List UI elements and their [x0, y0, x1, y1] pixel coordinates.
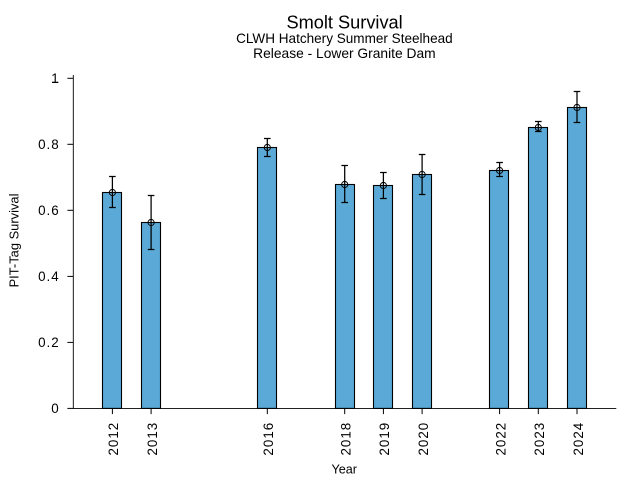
svg-text:2016: 2016	[261, 422, 276, 456]
svg-text:2012: 2012	[106, 422, 121, 456]
svg-text:2023: 2023	[532, 422, 547, 456]
svg-text:1: 1	[51, 71, 59, 86]
svg-text:2022: 2022	[493, 422, 508, 456]
svg-text:2018: 2018	[339, 422, 354, 456]
svg-text:0.2: 0.2	[38, 335, 60, 350]
svg-text:0.6: 0.6	[38, 203, 60, 218]
svg-text:2019: 2019	[377, 422, 392, 456]
svg-text:0.4: 0.4	[38, 269, 60, 284]
svg-text:PIT-Tag Survival: PIT-Tag Survival	[6, 194, 21, 288]
svg-text:Release - Lower Granite Dam: Release - Lower Granite Dam	[253, 46, 436, 61]
svg-text:2013: 2013	[145, 422, 160, 456]
svg-text:0: 0	[51, 401, 59, 416]
svg-text:Year: Year	[331, 463, 356, 477]
svg-text:Smolt Survival: Smolt Survival	[286, 13, 402, 33]
svg-text:0.8: 0.8	[38, 137, 60, 152]
svg-text:CLWH Hatchery Summer Steelhead: CLWH Hatchery Summer Steelhead	[236, 31, 453, 46]
svg-text:2020: 2020	[416, 422, 431, 456]
svg-text:2024: 2024	[571, 422, 586, 456]
